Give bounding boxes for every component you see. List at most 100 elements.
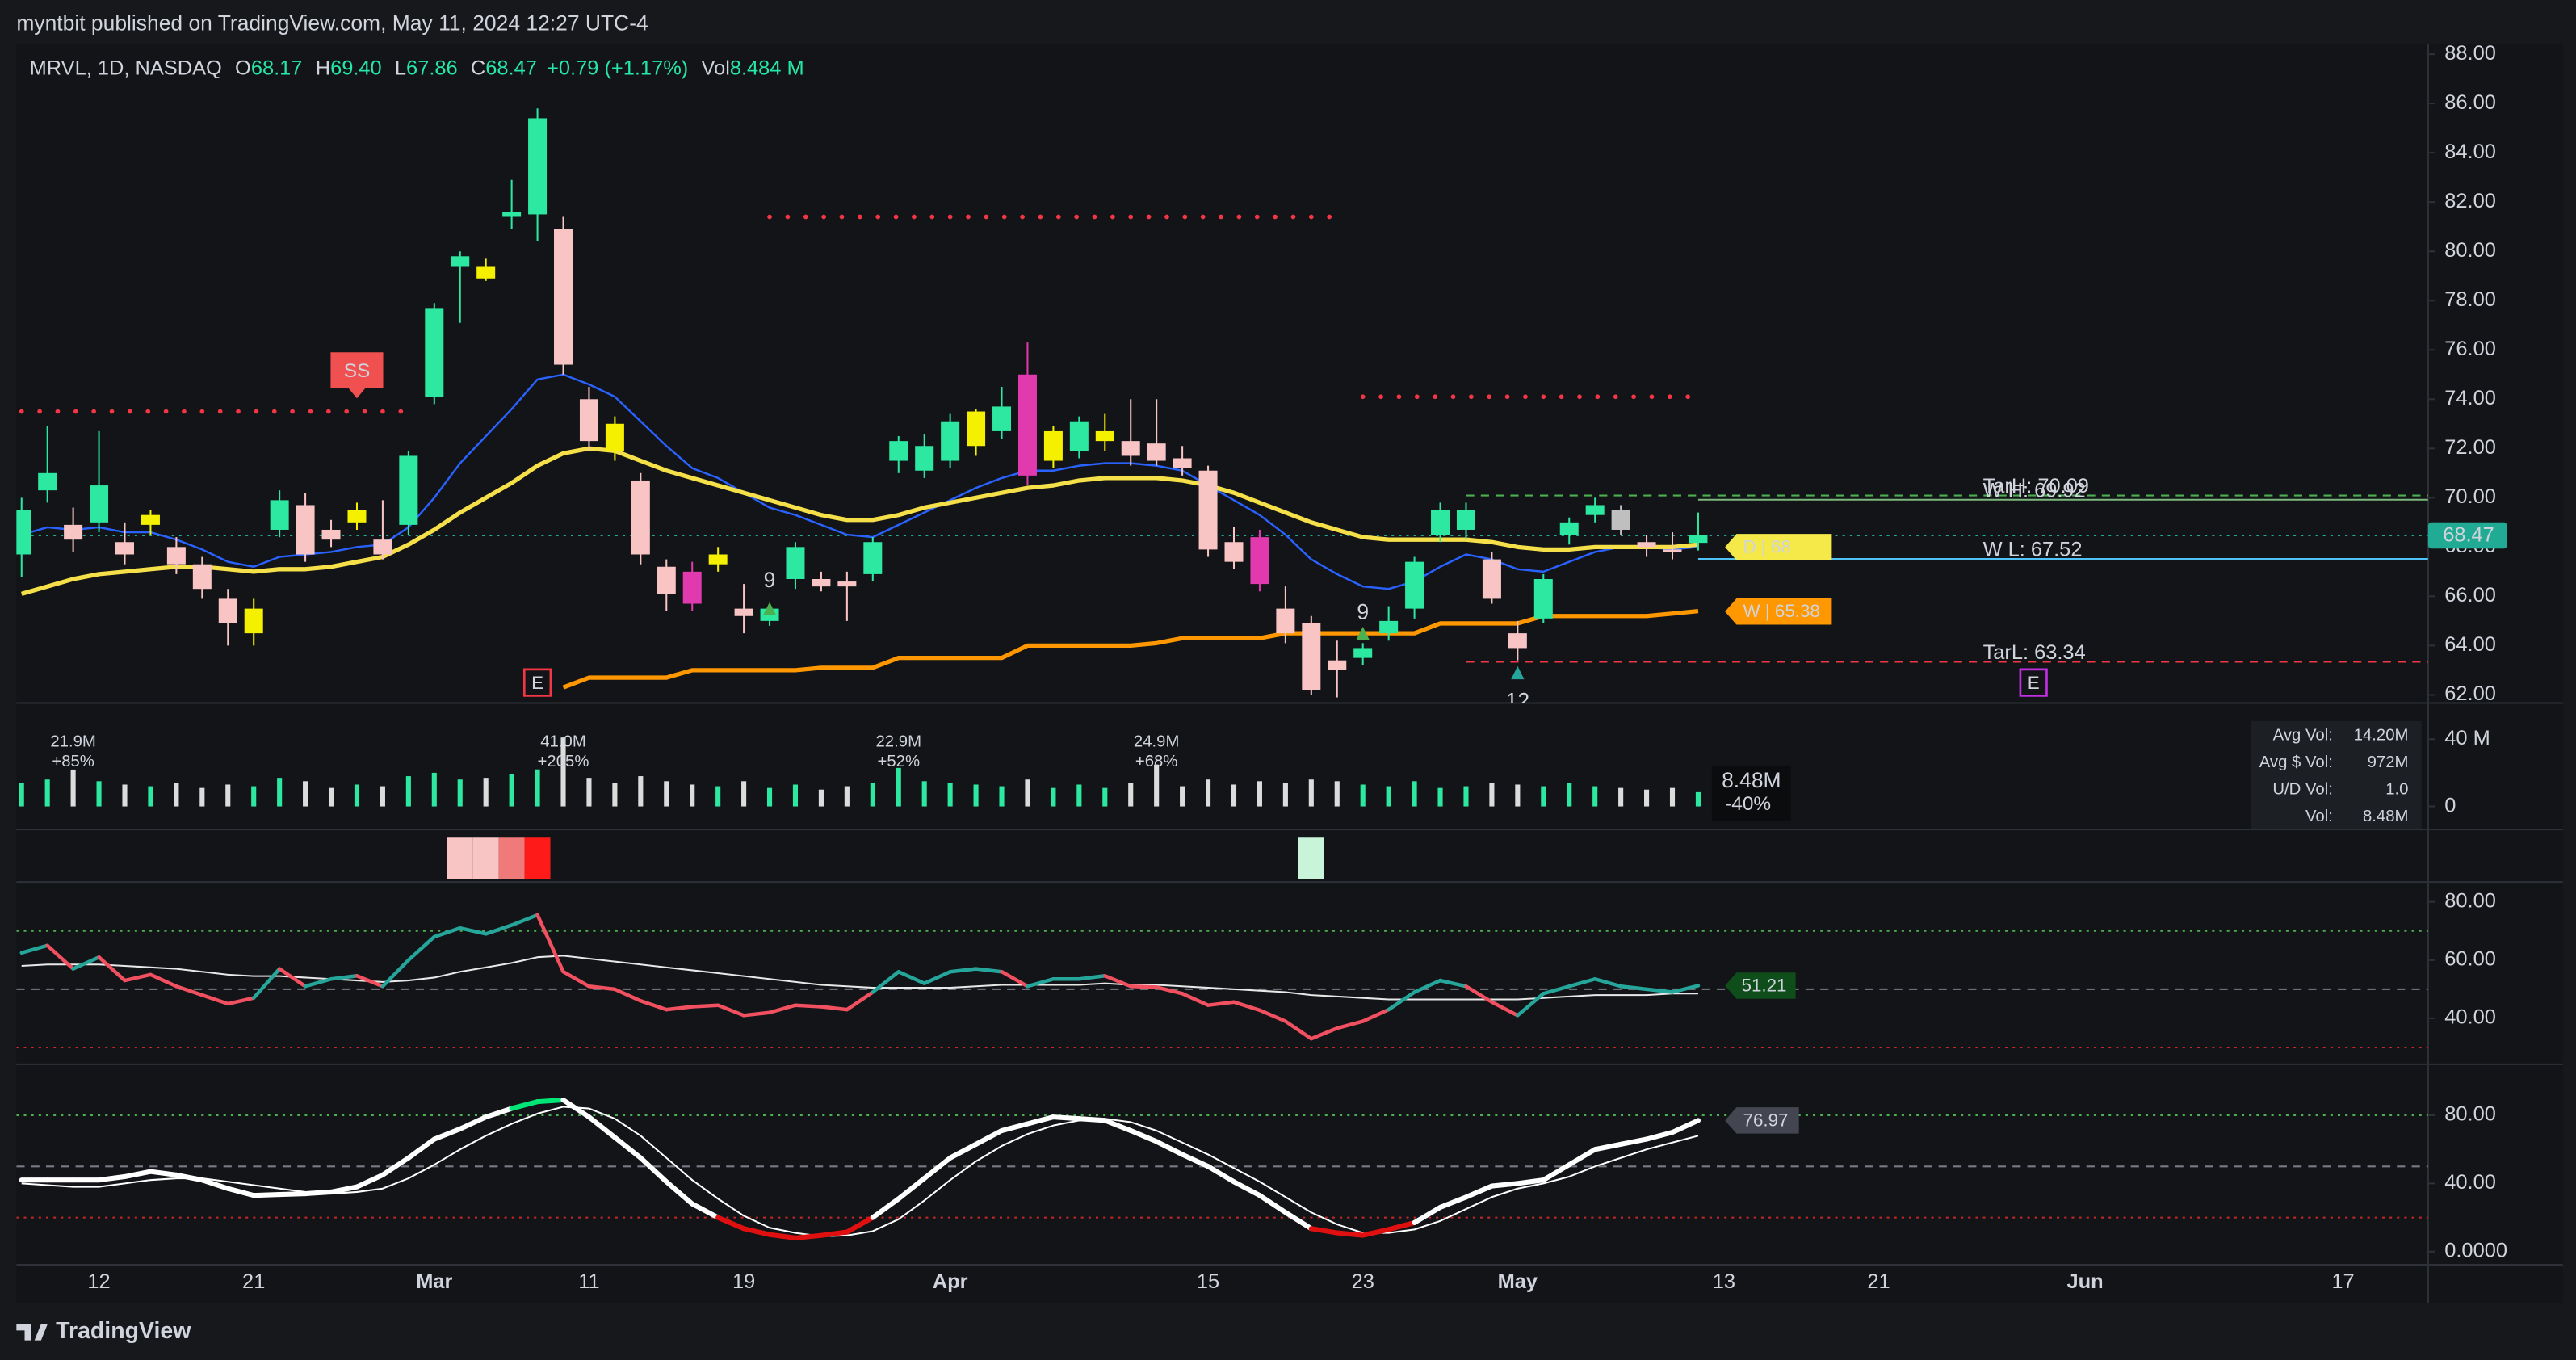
candle-body	[218, 598, 237, 623]
level-dot	[1038, 214, 1043, 220]
candle-body	[347, 510, 367, 523]
rsi-line	[1103, 974, 1133, 989]
stoch-k-line	[1102, 1118, 1134, 1134]
level-dot	[1523, 394, 1528, 400]
level-dot	[966, 214, 971, 220]
level-dot	[1360, 394, 1366, 400]
x-tick-label: 12	[87, 1270, 110, 1293]
annotation-text: 12	[1506, 689, 1529, 713]
x-tick-label: 11	[578, 1270, 599, 1293]
level-dot	[271, 409, 277, 414]
level-dot	[1001, 214, 1007, 220]
stoch-k-line	[380, 1155, 411, 1177]
legend-change: +0.79 (+1.17%)	[547, 57, 688, 79]
volume-change: +52%	[877, 753, 920, 770]
volume-bar	[328, 787, 334, 807]
volume-bar	[1515, 784, 1521, 807]
level-dot	[767, 214, 772, 220]
volume-bar	[766, 787, 773, 807]
candle-body	[1043, 430, 1063, 461]
y-tick-label: 64.00	[2444, 633, 2496, 656]
stoch-k-line	[792, 1232, 824, 1240]
indicator-line	[562, 609, 1699, 690]
volume-bar	[148, 786, 153, 807]
volume-bar	[1308, 779, 1314, 807]
level-dot	[1055, 214, 1061, 220]
volume-bar	[174, 783, 179, 807]
candle-body	[1533, 579, 1553, 619]
volume-bar	[199, 787, 205, 807]
level-dot	[1433, 394, 1437, 400]
x-tick-label: Jun	[2066, 1270, 2103, 1293]
volume-bar	[405, 776, 411, 807]
stoch-k-line	[509, 1099, 540, 1111]
candle-body	[1328, 660, 1347, 670]
level-dot	[380, 409, 385, 414]
volume-bar	[1206, 779, 1211, 807]
candle-body	[657, 566, 676, 594]
stat-label: Avg $ Vol:	[2259, 753, 2333, 771]
rsi-line	[406, 934, 437, 963]
level-dot	[1504, 394, 1510, 400]
legend-value: 67.86	[406, 57, 458, 79]
stoch-last-box	[1725, 1107, 1799, 1134]
level-dot	[1577, 394, 1582, 400]
x-tick-label: 17	[2331, 1270, 2354, 1293]
level-dot	[1182, 214, 1188, 220]
level-label: W H: 69.92	[1983, 479, 2086, 502]
level-dot	[984, 214, 989, 220]
rsi-line	[613, 987, 643, 1003]
volume-bar	[1282, 783, 1288, 807]
stoch-k-line	[535, 1097, 566, 1105]
stoch-k-line	[1489, 1181, 1521, 1189]
rsi-last-text: 51.21	[1742, 975, 1787, 995]
candle-body	[1637, 542, 1656, 548]
volume-label: 24.9M	[1134, 733, 1180, 751]
rsi-line	[793, 1003, 824, 1009]
volume-bar	[612, 783, 618, 807]
rsi-line	[1387, 990, 1416, 1012]
level-dot	[199, 409, 205, 414]
stoch-panel	[16, 1097, 2428, 1240]
tag-text: D | 68	[1743, 536, 1791, 556]
separators	[16, 44, 2563, 1303]
level-dot	[290, 409, 295, 414]
stoch-k-line	[1567, 1147, 1598, 1168]
stoch-k-line	[1154, 1139, 1185, 1157]
volume-bar	[1334, 781, 1340, 807]
level-dot	[947, 214, 953, 220]
y-tick-label: 82.00	[2444, 190, 2496, 212]
rsi-line	[484, 923, 514, 936]
tag-box	[1725, 534, 1832, 560]
rsi-line	[1309, 1026, 1340, 1041]
rsi-line	[1670, 984, 1701, 994]
level-dot	[73, 409, 78, 414]
x-tick-label: 21	[1867, 1270, 1890, 1293]
y-tick-label: 66.00	[2444, 584, 2496, 607]
y-tick-label: 84.00	[2444, 141, 2496, 163]
stoch-k-line	[1180, 1152, 1211, 1169]
volume-bar	[1128, 783, 1134, 807]
legend-value: 69.40	[330, 57, 382, 79]
level-dot	[325, 409, 331, 414]
candle-body	[915, 446, 934, 471]
stoch-k-line	[96, 1173, 128, 1183]
rsi-line	[355, 974, 385, 989]
annotation-text: SS	[344, 360, 371, 382]
y-tick-label: 0	[2444, 794, 2456, 816]
level-dot	[875, 214, 881, 220]
volume-bar	[483, 778, 489, 807]
price-tag-text: 68.47	[2443, 524, 2494, 547]
level-dot	[1092, 214, 1097, 220]
stoch-k-line	[1334, 1230, 1366, 1238]
candle-body	[1508, 633, 1527, 649]
legend-label: C	[471, 57, 485, 79]
candle-body	[90, 485, 109, 523]
rsi-line	[1567, 977, 1597, 989]
level-dot	[1254, 214, 1260, 220]
rsi-line	[1438, 978, 1468, 989]
stoch-k-line	[457, 1114, 489, 1131]
candle-body	[941, 421, 960, 461]
candle-body	[244, 608, 263, 634]
